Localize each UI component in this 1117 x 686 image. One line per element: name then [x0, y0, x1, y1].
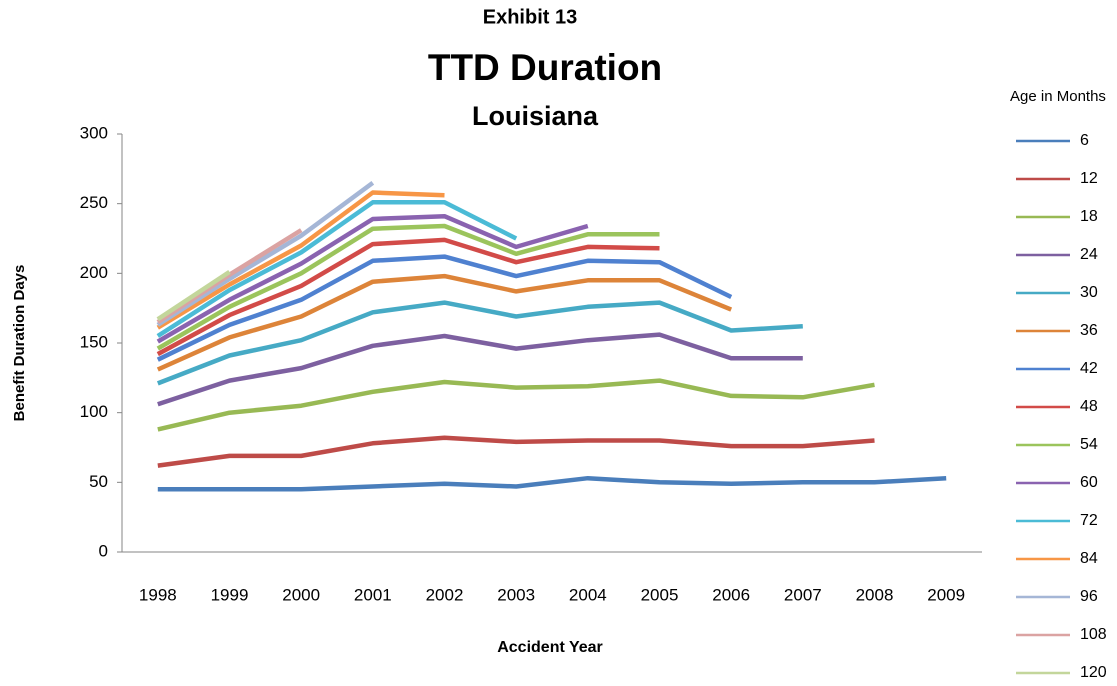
y-tick-label: 150 — [80, 332, 108, 351]
series-line — [156, 223, 660, 351]
x-tick-label: 2008 — [856, 585, 894, 604]
series-line — [157, 435, 875, 468]
y-tick-label: 50 — [89, 472, 108, 491]
series-line — [156, 273, 733, 372]
y-tick-label: 250 — [80, 193, 108, 212]
x-tick-label: 2000 — [282, 585, 320, 604]
x-tick-label: 2001 — [354, 585, 392, 604]
x-tick-label: 2002 — [426, 585, 464, 604]
x-axis-label: Accident Year — [497, 639, 603, 656]
x-tick-label: 1998 — [139, 585, 177, 604]
y-axis-label: Benefit Duration Days — [11, 265, 28, 422]
legend-label: 24 — [1080, 246, 1098, 263]
y-tick-label: 100 — [80, 402, 108, 421]
series-line — [156, 190, 445, 330]
series-line — [156, 180, 375, 327]
legend-label: 108 — [1080, 626, 1107, 643]
y-tick-label: 300 — [80, 123, 108, 142]
series-line — [156, 237, 660, 357]
legend-label: 18 — [1080, 208, 1098, 225]
legend-label: 36 — [1080, 322, 1098, 339]
series-line — [156, 254, 733, 362]
chart-subtitle: Exhibit 13 — [483, 6, 577, 28]
x-tick-label: 2003 — [497, 585, 535, 604]
series-line — [157, 475, 947, 492]
series-line — [157, 378, 875, 432]
chart-title: TTD Duration — [428, 47, 662, 88]
series-line — [156, 300, 803, 386]
chart-region: Louisiana — [472, 101, 599, 131]
legend-label: 72 — [1080, 512, 1098, 529]
x-tick-label: 2006 — [712, 585, 750, 604]
x-tick-label: 2007 — [784, 585, 822, 604]
series-line — [156, 200, 518, 338]
y-tick-label: 200 — [80, 263, 108, 282]
legend-label: 48 — [1080, 398, 1098, 415]
legend-label: 84 — [1080, 550, 1098, 567]
series-line — [157, 332, 803, 407]
legend-label: 60 — [1080, 474, 1098, 491]
x-tick-label: 2005 — [641, 585, 679, 604]
legend-label: 42 — [1080, 360, 1098, 377]
legend-label: 30 — [1080, 284, 1098, 301]
x-tick-label: 2004 — [569, 585, 607, 604]
series-line — [156, 270, 231, 322]
legend-label: 120 — [1080, 664, 1107, 681]
legend-label: 96 — [1080, 588, 1098, 605]
legend-label: 6 — [1080, 132, 1089, 149]
legend-title: Age in Months — [1010, 88, 1106, 105]
series-line — [156, 228, 303, 324]
x-tick-label: 2009 — [927, 585, 965, 604]
y-tick-label: 0 — [99, 541, 108, 560]
legend-label: 54 — [1080, 436, 1098, 453]
x-tick-label: 1999 — [211, 585, 249, 604]
legend-label: 12 — [1080, 170, 1098, 187]
series-line — [156, 213, 589, 344]
